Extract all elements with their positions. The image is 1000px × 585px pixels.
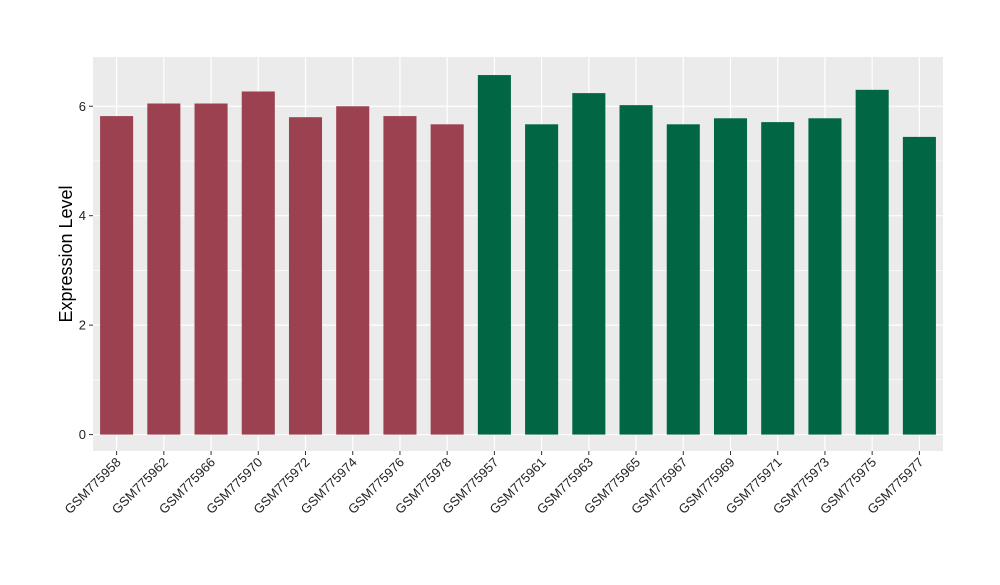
bar-GSM775978 [430, 124, 464, 435]
bar-GSM775976 [383, 116, 417, 435]
y-tick-label: 4 [79, 208, 86, 223]
x-axis: GSM775958GSM775962GSM775966GSM775970GSM7… [62, 451, 927, 517]
bar-GSM775975 [855, 89, 889, 435]
y-tick-label: 2 [79, 318, 86, 333]
bar-GSM775977 [902, 136, 936, 435]
bar-GSM775969 [713, 118, 748, 435]
bar-GSM775963 [572, 93, 606, 435]
y-tick-label: 6 [79, 99, 86, 114]
y-axis: 0 2 4 6 [79, 99, 93, 442]
bar-GSM775965 [619, 105, 653, 435]
bar-GSM775966 [194, 103, 228, 435]
bar-GSM775967 [666, 124, 700, 435]
bar-GSM775962 [147, 103, 181, 435]
bar-GSM775972 [288, 117, 323, 435]
y-axis-title: Expression Level [56, 185, 76, 322]
bar-GSM775961 [525, 124, 559, 435]
bar-GSM775973 [808, 118, 842, 435]
bar-GSM775970 [241, 91, 275, 435]
bar-GSM775971 [761, 122, 795, 435]
plot-panel [93, 57, 943, 451]
bar-GSM775974 [336, 106, 370, 435]
y-tick-label: 0 [79, 427, 86, 442]
bar-GSM775958 [100, 116, 134, 435]
bars [100, 75, 936, 435]
minor-gridlines [93, 160, 943, 381]
bar-GSM775957 [477, 75, 511, 435]
